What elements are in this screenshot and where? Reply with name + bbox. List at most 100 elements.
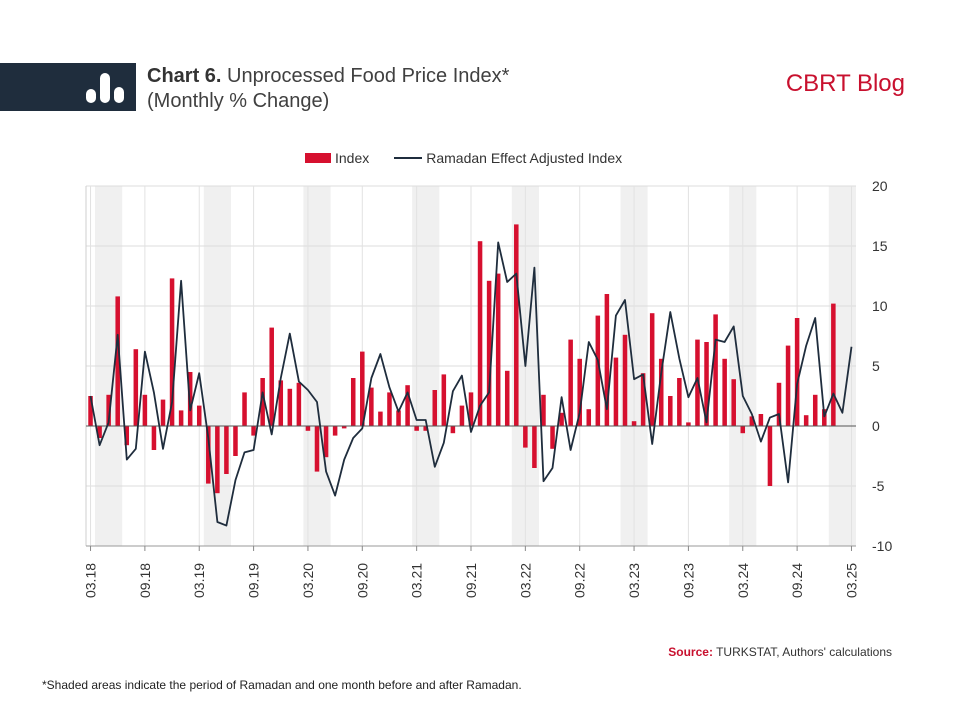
y-tick-label: 15 [872,238,888,254]
x-tick-label: 03.21 [409,563,425,598]
index-bar [504,370,510,426]
y-tick-label: 10 [872,298,888,314]
index-bar [414,426,419,431]
legend-line-swatch [394,157,423,159]
index-bar [514,224,519,426]
index-bar [178,410,184,426]
index-bar [731,379,736,426]
index-bar [622,334,628,426]
index-bar [169,278,175,426]
index-bar [341,426,347,429]
index-bar [278,380,284,426]
index-bar [468,392,474,426]
index-bar [649,313,655,426]
index-bar [196,405,202,426]
index-bar [658,358,664,426]
index-bar [233,426,238,456]
x-tick-label: 09.21 [463,563,479,598]
index-bar [369,387,374,426]
x-tick-label: 03.23 [626,563,642,598]
index-bar [459,405,465,426]
index-bar [242,392,247,426]
index-bar [613,357,619,426]
index-bar [758,414,764,426]
index-bar [441,374,447,426]
x-tick-label: 09.19 [246,563,262,598]
index-bar [767,426,773,486]
chart-legend: Index Ramadan Effect Adjusted Index [305,150,622,166]
index-bar [224,426,229,474]
index-bar [305,426,311,431]
index-bar [260,378,265,426]
chart-title-block: Chart 6. Unprocessed Food Price Index* (… [147,64,509,114]
index-bar [251,426,256,436]
index-bar [586,409,592,426]
index-bar [97,426,102,438]
legend-index-label: Index [335,150,370,166]
index-bar [604,294,610,426]
index-bar [722,358,727,426]
index-bar [677,378,682,426]
index-bar [577,358,582,426]
index-bar [142,394,148,426]
index-bar [160,399,166,426]
x-tick-label: 03.25 [843,563,859,598]
index-bar [686,422,691,426]
index-bar [106,394,111,426]
header-bar [0,63,136,111]
index-bar [495,273,501,426]
index-bar [450,426,456,434]
index-bar [822,409,827,426]
chart-number: Chart 6. [147,65,222,87]
index-bar [287,388,293,426]
source-text: TURKSTAT, Authors' calculations [716,645,892,659]
index-bar [631,421,637,426]
adjusted-index-line [89,241,853,527]
brand-label: CBRT Blog [785,70,905,97]
index-bar [803,415,809,426]
index-bar [314,426,320,472]
source-note: Source: TURKSTAT, Authors' calculations [668,645,892,659]
index-bar [785,345,791,426]
index-bar [740,426,746,434]
index-bar [695,339,700,426]
index-bar [332,426,338,436]
index-bar [831,303,836,426]
x-tick-label: 03.18 [83,563,99,598]
x-tick-label: 09.18 [137,563,153,598]
index-bar [486,280,492,426]
x-tick-label: 09.22 [572,563,588,598]
index-bar [794,318,800,426]
y-tick-label: -10 [872,538,892,554]
y-tick-label: 20 [872,178,888,194]
index-bar [215,426,220,494]
chart-subtitle: (Monthly % Change) [147,90,330,112]
index-bar [776,382,782,426]
index-bar [124,426,130,446]
chart-title: Unprocessed Food Price Index* [227,65,510,87]
index-bar [668,396,673,426]
index-bar [640,373,646,426]
index-bar [323,426,329,458]
index-bar [405,385,410,426]
y-tick-label: -5 [872,478,885,494]
index-bar [115,296,120,426]
index-bar [550,426,555,449]
index-bar [133,349,139,426]
x-tick-label: 03.24 [735,563,751,598]
footnote: *Shaded areas indicate the period of Ram… [42,678,522,692]
y-tick-label: 5 [872,358,880,374]
index-bar [713,314,718,426]
index-bar [812,394,818,426]
index-bar [568,339,573,426]
x-tick-label: 09.20 [354,563,370,598]
x-tick-label: 03.22 [517,563,533,598]
index-bar [532,426,537,468]
x-tick-label: 09.24 [789,563,805,598]
index-bar [387,392,392,426]
index-bar [595,315,601,426]
index-bar [423,426,428,431]
x-tick-label: 03.19 [191,563,207,598]
index-bar [378,411,383,426]
